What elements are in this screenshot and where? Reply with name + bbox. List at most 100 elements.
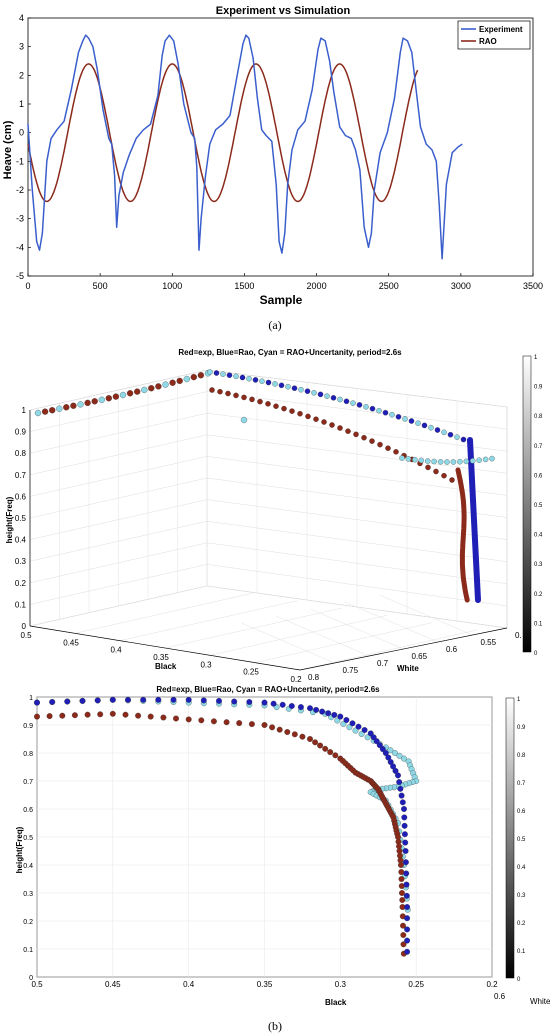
point-rao [298, 386, 304, 393]
point-rao [331, 711, 338, 718]
point-exp [377, 441, 383, 448]
chart-b2d-ylabel: height(Freq) [15, 826, 24, 873]
point-exp [399, 897, 406, 903]
x-tick-label: 0.25 [408, 980, 424, 989]
y-tick-label: 0.55 [481, 638, 497, 647]
point-rao [401, 806, 407, 812]
point-exp [398, 876, 405, 882]
floor-gridline [241, 622, 335, 664]
chart-b3d-title: Red=exp, Blue=Rao, Cyan = RAO+Uncertanit… [178, 348, 402, 357]
colorbar-tick-label: 0.1 [534, 621, 543, 627]
chart-b3d-xlabel: Black [155, 662, 177, 671]
point-rao [415, 420, 421, 426]
colorbar-tick-label: 0.2 [517, 921, 526, 927]
point-rao [399, 799, 406, 806]
point-uncertainty [450, 459, 457, 465]
point-exp [317, 742, 324, 749]
y-tick-label: 0.8 [23, 751, 33, 758]
point-rao [421, 422, 428, 429]
point-exp [197, 372, 205, 379]
point-uncertainty [444, 459, 450, 465]
point-exp [353, 431, 359, 438]
point-rao [343, 717, 350, 723]
point-rao [408, 418, 415, 424]
floor-gridline [379, 594, 473, 636]
point-exp [261, 722, 268, 728]
colorbar-tick-label: 0.4 [534, 533, 543, 539]
chart-b3d-ticks: 0 0.1 0.2 0.3 0.4 0.5 0.6 0.7 0.8 0.9 1 0.5 0.45 0.4 0… [15, 406, 522, 684]
point-rao [278, 382, 285, 389]
point-rao [454, 434, 460, 440]
point-uncertainty [387, 747, 394, 754]
y-tick-label: 0.7 [23, 779, 33, 786]
point-rao [403, 870, 410, 877]
point-rao [428, 424, 434, 431]
point-rao [34, 699, 40, 706]
point-rao [155, 696, 162, 703]
point-exp [185, 716, 192, 723]
point-rao [401, 814, 408, 821]
point-uncertainty [399, 455, 405, 461]
point-exp [400, 932, 407, 938]
x-tick-label: 0 [25, 281, 30, 291]
point-rao [239, 374, 246, 381]
point-exp [297, 410, 303, 417]
colorbar-tick-label: 0.4 [517, 865, 526, 871]
point-exp [190, 373, 197, 381]
floor-gridline [344, 601, 439, 643]
chart-a-xlabel: Sample [260, 293, 303, 307]
point-exp [84, 711, 91, 718]
y-tick-label: 0.6 [23, 807, 33, 814]
colorbar-tick-label: 0.6 [517, 809, 526, 815]
point-rao [361, 727, 368, 733]
colorbar-tick-label: 0.3 [534, 562, 543, 568]
floor-gridline [275, 615, 370, 657]
point-exp [441, 472, 447, 479]
point-rao [404, 948, 411, 955]
point-rao [379, 746, 386, 753]
y-tick-label: 0.1 [23, 947, 33, 954]
chart-b3d-colorbar-ticks: 0 0.1 0.2 0.3 0.4 0.5 0.6 0.7 0.8 0.9 1 [534, 355, 543, 657]
z-gridline [29, 412, 508, 454]
point-exp [345, 428, 351, 434]
point-exp [209, 387, 215, 393]
point-rao [404, 926, 411, 933]
chart-a-series [27, 34, 463, 260]
point-rao [49, 699, 56, 705]
point-exp [329, 422, 335, 428]
point-rao [402, 859, 409, 866]
x-tick-label: 0.5 [31, 980, 43, 989]
point-exp [327, 749, 334, 756]
point-exp [223, 719, 230, 726]
z-gridline [29, 434, 508, 476]
point-exp [398, 862, 404, 868]
point-rao [367, 730, 374, 737]
y-tick-label: -3 [16, 214, 24, 224]
point-uncertainty [412, 456, 418, 463]
point-uncertainty [418, 457, 425, 464]
y-tick-label: 4 [19, 13, 24, 23]
point-exp [210, 718, 217, 725]
point-rao [325, 710, 332, 717]
rao-line [27, 63, 419, 203]
colorbar-tick-label: 0.3 [517, 893, 526, 899]
x-tick-label: 0.5 [20, 631, 32, 640]
point-rao [402, 848, 409, 854]
y-tick-label: 0.4 [23, 863, 33, 870]
x-tick-label: 0.3 [200, 660, 212, 669]
floor-gridline [310, 608, 404, 650]
y-tick-label: 0.8 [308, 673, 320, 682]
point-rao [233, 373, 239, 380]
point-rao [216, 697, 222, 704]
point-rao [369, 405, 376, 412]
point-uncertainty [240, 416, 248, 424]
legend-box [457, 20, 531, 50]
point-exp [169, 379, 176, 386]
point-rao [401, 831, 408, 838]
point-exp [284, 729, 291, 735]
point-rao [313, 706, 320, 713]
chart-b2d: Red=exp, Blue=Rao, Cyan = RAO+Uncertanit… [15, 685, 550, 1033]
colorbar-tick-label: 0.9 [517, 725, 526, 731]
point-exp [291, 731, 298, 738]
chart-b2d-colorbar-ticks: 0 0.1 0.2 0.3 0.4 0.5 0.6 0.7 0.8 0.9 1 [517, 697, 526, 983]
